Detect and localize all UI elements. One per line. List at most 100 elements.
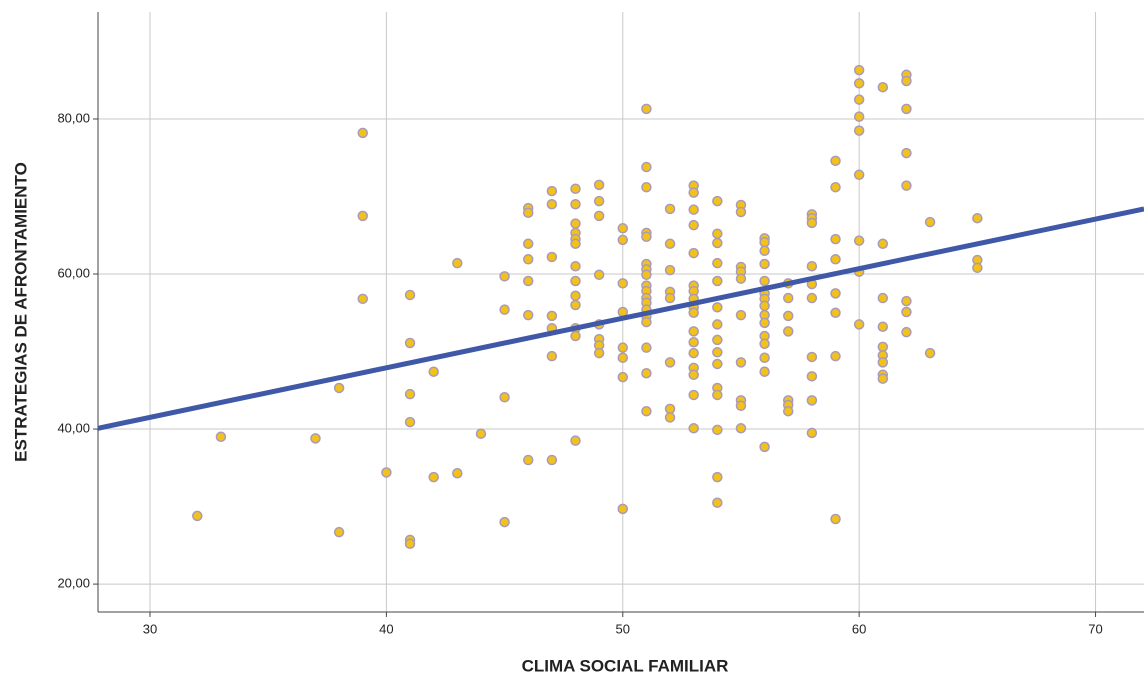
point: [712, 497, 723, 508]
point: [546, 198, 558, 210]
point: [782, 405, 794, 417]
point: [570, 218, 581, 229]
point: [877, 81, 889, 93]
point: [404, 416, 416, 428]
point: [570, 435, 581, 446]
point: [901, 326, 912, 338]
point: [688, 326, 699, 337]
point: [735, 273, 747, 284]
point: [712, 319, 723, 330]
point: [428, 471, 439, 483]
point: [499, 271, 510, 282]
point: [712, 257, 723, 269]
point: [546, 454, 558, 466]
point: [570, 238, 581, 250]
point: [688, 204, 699, 215]
point: [688, 347, 699, 359]
point: [924, 347, 936, 359]
point: [522, 254, 534, 265]
point: [664, 238, 676, 250]
point: [522, 309, 534, 321]
point: [830, 254, 841, 265]
x-axis-title: CLIMA SOCIAL FAMILIAR: [522, 656, 729, 675]
point: [712, 237, 723, 249]
x-tick-label: 70: [1088, 621, 1102, 636]
point: [357, 293, 369, 305]
point: [215, 431, 227, 443]
point: [617, 278, 629, 289]
point: [475, 428, 487, 439]
point: [499, 516, 510, 528]
point: [712, 347, 723, 358]
point: [570, 183, 581, 194]
point: [853, 78, 865, 89]
point: [546, 185, 558, 197]
point: [570, 330, 581, 342]
point: [593, 179, 605, 191]
point: [853, 319, 865, 330]
point: [830, 181, 841, 193]
y-axis-title: ESTRATEGIAS DE AFRONTAMIENTO: [11, 162, 30, 462]
point: [735, 357, 747, 368]
point: [759, 258, 770, 270]
point: [428, 366, 439, 377]
point: [901, 180, 912, 191]
point: [641, 181, 652, 193]
point: [830, 513, 841, 525]
point: [853, 111, 865, 122]
point: [522, 238, 534, 250]
point: [782, 326, 794, 337]
point: [593, 210, 605, 222]
point: [853, 235, 865, 246]
point: [357, 210, 369, 222]
point: [688, 423, 699, 434]
point: [901, 103, 912, 115]
point: [641, 103, 652, 115]
point: [806, 351, 818, 363]
point: [806, 217, 818, 229]
point: [641, 269, 652, 281]
point: [688, 247, 699, 259]
y-tick-label: 20,00: [57, 576, 90, 591]
point: [664, 357, 676, 368]
point: [901, 295, 912, 307]
point: [664, 264, 676, 276]
point: [617, 342, 629, 353]
y-tick-label: 80,00: [57, 110, 90, 125]
point: [735, 206, 747, 218]
point: [806, 261, 818, 272]
point: [617, 223, 629, 234]
point: [830, 233, 841, 245]
point: [404, 388, 416, 400]
point: [735, 400, 747, 412]
point: [759, 352, 770, 363]
point: [617, 352, 629, 363]
point: [782, 310, 794, 322]
point: [972, 212, 983, 224]
point: [806, 395, 818, 406]
point: [499, 304, 510, 315]
point: [972, 262, 983, 274]
point: [853, 125, 865, 136]
point: [404, 337, 416, 349]
point: [522, 275, 534, 287]
point: [712, 358, 723, 370]
point: [404, 538, 416, 550]
point: [759, 317, 770, 329]
point: [759, 275, 770, 287]
point: [688, 336, 699, 348]
point: [688, 389, 699, 401]
point: [641, 161, 652, 173]
point: [712, 195, 723, 207]
point: [404, 289, 416, 301]
point: [664, 412, 676, 423]
point: [688, 307, 699, 319]
y-tick-label: 40,00: [57, 420, 90, 435]
point: [570, 299, 581, 311]
point: [759, 366, 770, 377]
point: [759, 236, 770, 248]
point: [712, 228, 723, 239]
point: [333, 526, 345, 538]
point: [664, 292, 676, 304]
point: [546, 251, 558, 263]
